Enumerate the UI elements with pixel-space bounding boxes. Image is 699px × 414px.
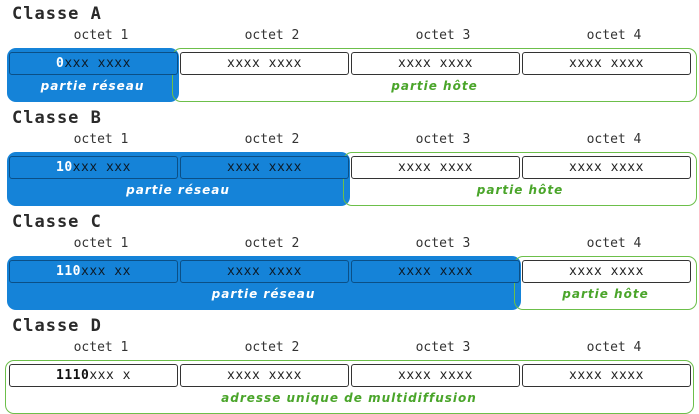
variable-bits: xxx xxxx bbox=[64, 56, 131, 71]
class-b-network-label: partie réseau bbox=[126, 183, 230, 197]
variable-bits: xxxx xxxx bbox=[569, 264, 644, 279]
class-a-octet-box: xxxx xxxx bbox=[522, 52, 691, 75]
class-c-octet-box: xxxx xxxx bbox=[522, 260, 691, 283]
class-d-title: Classe D bbox=[12, 316, 102, 336]
class-c-octet-label: octet 2 bbox=[244, 236, 300, 251]
variable-bits: xxxx xxxx bbox=[398, 160, 473, 175]
class-b-octet-box: xxxx xxxx bbox=[351, 156, 520, 179]
class-c-octet-box: xxxx xxxx bbox=[351, 260, 520, 283]
class-c-network-label: partie réseau bbox=[211, 287, 316, 301]
class-c-title: Classe C bbox=[12, 212, 102, 232]
class-d-octet-box: xxxx xxxx bbox=[522, 364, 691, 387]
fixed-bits: 110 bbox=[56, 264, 81, 279]
class-d-host-label: adresse unique de multidiffusion bbox=[221, 391, 477, 405]
class-d-octet-label: octet 4 bbox=[586, 340, 642, 355]
class-a-host-area bbox=[172, 48, 697, 102]
class-a-octet-box: xxxx xxxx bbox=[180, 52, 349, 75]
class-d-octet-label: octet 1 bbox=[73, 340, 129, 355]
class-a-octet-box: 0 xxx xxxx bbox=[9, 52, 178, 75]
class-a-network-label: partie réseau bbox=[40, 79, 145, 93]
class-d-octet-box: 1110 xxx x bbox=[9, 364, 178, 387]
class-a-octet-label: octet 4 bbox=[586, 28, 642, 43]
class-a-host-label: partie hôte bbox=[391, 79, 478, 93]
variable-bits: xxxx xxxx bbox=[569, 160, 644, 175]
class-c-octet-label: octet 1 bbox=[73, 236, 129, 251]
class-b-octet-label: octet 4 bbox=[586, 132, 642, 147]
variable-bits: xxxx xxxx bbox=[227, 264, 302, 279]
variable-bits: xxxx xxxx bbox=[398, 56, 473, 71]
variable-bits: xxxx xxxx bbox=[398, 368, 473, 383]
fixed-bits: 0 bbox=[56, 56, 65, 71]
class-a-title: Classe A bbox=[12, 4, 102, 24]
variable-bits: xxxx xxxx bbox=[569, 368, 644, 383]
class-a-octet-label: octet 3 bbox=[415, 28, 471, 43]
class-c-octet-box: xxxx xxxx bbox=[180, 260, 349, 283]
class-b-octet-box: xxxx xxxx bbox=[180, 156, 349, 179]
class-c-host-area bbox=[514, 256, 697, 310]
class-c-octet-box: 110 xxx xx bbox=[9, 260, 178, 283]
variable-bits: xxxx xxxx bbox=[227, 56, 302, 71]
variable-bits: xxx xxx bbox=[72, 160, 131, 175]
class-c-host-label: partie hôte bbox=[562, 287, 649, 301]
variable-bits: xxxx xxxx bbox=[569, 56, 644, 71]
class-c-octet-label: octet 4 bbox=[586, 236, 642, 251]
variable-bits: xxxx xxxx bbox=[398, 264, 473, 279]
class-b-host-label: partie hôte bbox=[476, 183, 564, 197]
fixed-bits: 1110 bbox=[56, 368, 90, 383]
class-b-host-area bbox=[343, 152, 697, 206]
class-a-octet-label: octet 1 bbox=[73, 28, 129, 43]
class-a-octet-label: octet 2 bbox=[244, 28, 300, 43]
class-c-octet-label: octet 3 bbox=[415, 236, 471, 251]
class-b-title: Classe B bbox=[12, 108, 102, 128]
class-d-octet-label: octet 3 bbox=[415, 340, 471, 355]
variable-bits: xxx xx bbox=[81, 264, 131, 279]
variable-bits: xxx x bbox=[89, 368, 131, 383]
class-a-octet-box: xxxx xxxx bbox=[351, 52, 520, 75]
class-d-octet-box: xxxx xxxx bbox=[180, 364, 349, 387]
fixed-bits: 10 bbox=[56, 160, 73, 175]
class-b-octet-box: xxxx xxxx bbox=[522, 156, 691, 179]
class-b-octet-label: octet 2 bbox=[244, 132, 300, 147]
class-d-octet-box: xxxx xxxx bbox=[351, 364, 520, 387]
class-b-octet-label: octet 1 bbox=[73, 132, 129, 147]
variable-bits: xxxx xxxx bbox=[227, 160, 302, 175]
class-d-octet-label: octet 2 bbox=[244, 340, 300, 355]
variable-bits: xxxx xxxx bbox=[227, 368, 302, 383]
class-b-octet-label: octet 3 bbox=[415, 132, 471, 147]
class-b-octet-box: 10 xxx xxx bbox=[9, 156, 178, 179]
